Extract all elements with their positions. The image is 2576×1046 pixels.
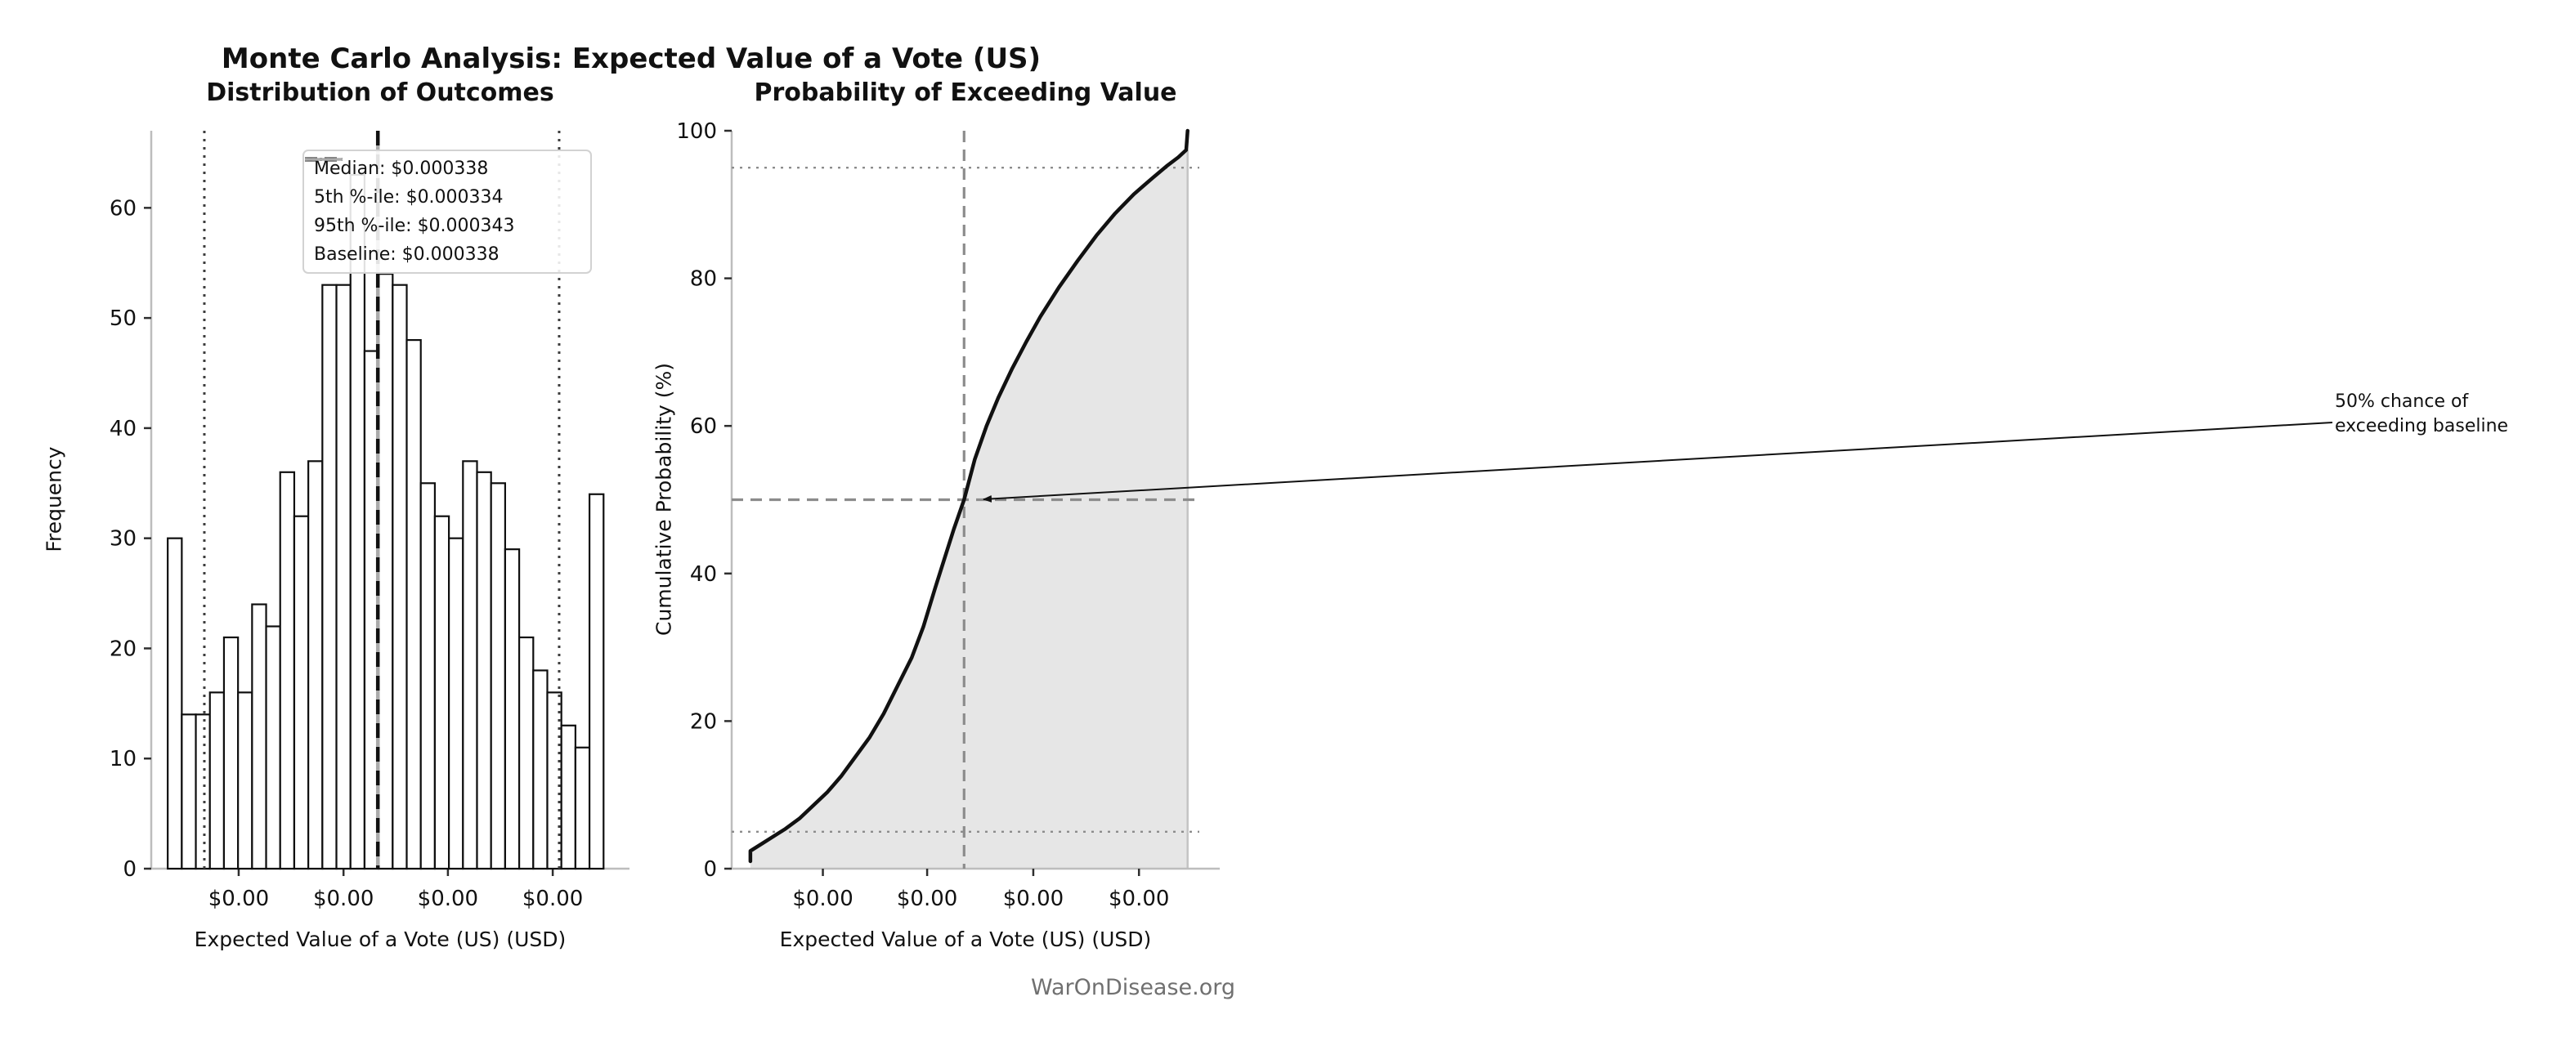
histogram-bar	[448, 537, 464, 870]
histogram-bar	[588, 493, 605, 870]
histogram-bar	[279, 471, 296, 870]
histogram-bar	[532, 669, 549, 870]
histogram-bar	[307, 460, 324, 870]
histogram-bar	[237, 691, 253, 870]
legend-label-p95: 95th %-ile: $0.000343	[314, 216, 515, 236]
cdf-curve	[748, 128, 1189, 864]
legend: Median: $0.000338 5th %-ile: $0.000334 95t…	[302, 150, 592, 274]
legend-item-baseline: Baseline: $0.000338	[305, 158, 580, 265]
histogram-bar	[349, 173, 366, 870]
histogram-title: Distribution of Outcomes	[206, 78, 554, 107]
y-tick-label: 30	[110, 527, 137, 552]
y-tick-label: 50	[110, 306, 137, 331]
histogram-bar	[335, 284, 352, 870]
histogram-bar	[293, 515, 310, 870]
histogram-bar	[405, 338, 422, 870]
x-tick-label: $0.00	[208, 887, 269, 911]
legend-item-median: Median: $0.000338	[305, 157, 580, 179]
page-title: Monte Carlo Analysis: Expected Value of …	[221, 42, 1042, 75]
x-tick-label: $0.00	[897, 887, 957, 911]
x-tick-label: $0.00	[313, 887, 374, 911]
histogram-bar	[504, 548, 521, 870]
x-tick-label: $0.00	[418, 887, 478, 911]
legend-item-p5: 5th %-ile: $0.000334	[305, 158, 580, 208]
histogram-bar	[222, 636, 240, 870]
y-tick-label: 40	[110, 417, 137, 441]
legend-label-baseline: Baseline: $0.000338	[314, 244, 500, 265]
cdf-plot: 0 20 40 60 80 100 $0.00 $0.00 $0.00 $0.00	[676, 119, 1220, 911]
x-tick-label: $0.00	[792, 887, 853, 911]
y-tick-label: 10	[110, 747, 137, 771]
histogram-bar	[321, 284, 338, 870]
y-tick-label: 0	[703, 857, 717, 882]
annotation-arrow-group	[983, 422, 2333, 503]
histogram-bar	[208, 691, 226, 870]
legend-label-p5: 5th %-ile: $0.000334	[314, 187, 504, 208]
histogram-bar	[490, 482, 506, 870]
annotation-line-2: exceeding baseline	[2335, 415, 2509, 436]
cdf-area	[750, 131, 1188, 869]
y-tick-label: 20	[690, 709, 717, 734]
x-tick-label: $0.00	[1003, 887, 1064, 911]
watermark: WarOnDisease.org	[1030, 975, 1236, 1000]
annotation-arrow	[983, 422, 2333, 503]
histogram-bar	[195, 713, 211, 870]
histogram-bar	[265, 625, 281, 870]
histogram-x-axis-label: Expected Value of a Vote (US) (USD)	[194, 928, 567, 951]
x-tick-label: $0.00	[522, 887, 583, 911]
histogram-bar	[167, 537, 183, 870]
y-tick-label: 40	[690, 562, 717, 587]
histogram-bar	[560, 724, 576, 870]
histogram-bar	[392, 284, 408, 870]
histogram-bar	[251, 603, 267, 870]
histogram-y-axis-label: Frequency	[42, 446, 66, 552]
y-tick-label: 60	[110, 196, 137, 221]
y-tick-label: 60	[690, 414, 717, 439]
legend-label-median: Median: $0.000338	[314, 159, 489, 179]
histogram-bar	[476, 471, 492, 870]
histogram-bar	[181, 713, 197, 870]
annotation-50pct: 50% chance of exceeding baseline	[2335, 390, 2508, 438]
cdf-x-axis-label: Expected Value of a Vote (US) (USD)	[779, 928, 1152, 951]
y-tick-label: 20	[110, 637, 137, 661]
histogram-bar	[419, 482, 437, 870]
y-tick-label: 0	[123, 857, 137, 882]
legend-baseline-line-icon	[305, 158, 343, 161]
y-tick-label: 100	[676, 119, 717, 144]
x-tick-label: $0.00	[1109, 887, 1169, 911]
histogram-bar	[574, 746, 591, 870]
histogram-bar	[433, 515, 450, 870]
histogram-bar	[462, 460, 478, 870]
annotation-line-1: 50% chance of	[2335, 391, 2469, 412]
cdf-title: Probability of Exceeding Value	[754, 78, 1177, 107]
legend-item-p95: 95th %-ile: $0.000343	[305, 158, 580, 236]
histogram-bar	[517, 636, 535, 870]
cdf-y-axis-label: Cumulative Probability (%)	[652, 363, 676, 636]
histogram-bar	[378, 273, 394, 870]
y-tick-label: 80	[690, 267, 717, 292]
